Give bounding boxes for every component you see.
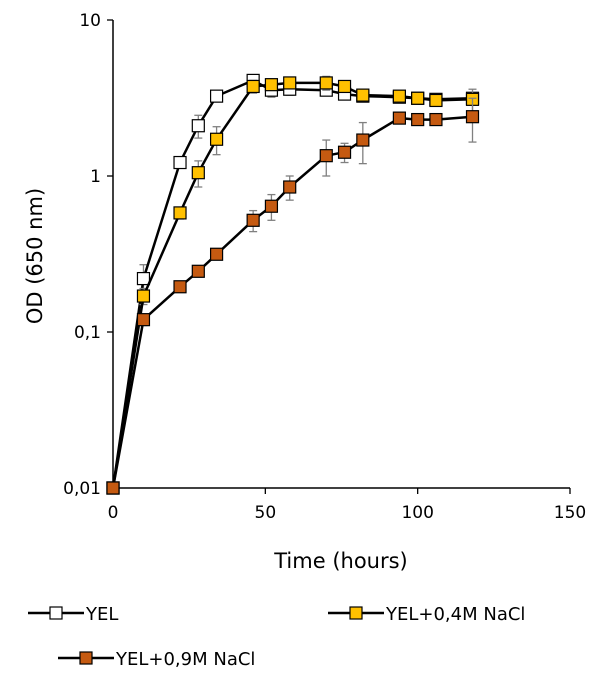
legend-marker [49, 606, 63, 620]
series-line [111, 115, 473, 489]
x-tick-label: 100 [401, 503, 433, 523]
data-point [191, 166, 205, 180]
data-point [392, 89, 406, 103]
data-point [136, 271, 151, 286]
data-point [209, 132, 224, 146]
series-yel-0-9m-nacl [106, 97, 480, 495]
data-point [337, 145, 352, 159]
data-point [429, 93, 443, 108]
data-point [191, 264, 205, 278]
x-tick-label: 50 [255, 503, 277, 523]
data-point [319, 149, 333, 163]
legend-label: YEL+0,4M NaCl [385, 604, 525, 625]
series-line [111, 81, 473, 489]
data-point [136, 289, 151, 303]
data-point [337, 79, 352, 94]
data-point [264, 78, 279, 92]
data-point [136, 313, 151, 327]
data-point [106, 481, 120, 495]
y-tick-label: 1 [90, 167, 101, 187]
data-point [209, 247, 224, 261]
legend-item-yel: YEL [28, 604, 118, 625]
series-layer [106, 73, 480, 495]
series-line [111, 79, 473, 489]
data-point [411, 112, 425, 127]
legend-label: YEL [85, 604, 118, 625]
y-tick-label: 0,01 [63, 479, 101, 499]
data-point [173, 280, 187, 294]
data-point [283, 76, 297, 90]
legend-marker [349, 606, 363, 620]
data-point [264, 199, 279, 213]
legend: YEL YEL+0,4M NaCl YEL+0,9M NaCl [28, 604, 525, 670]
data-point [246, 213, 260, 227]
data-point [411, 91, 425, 105]
x-tick-label: 150 [554, 503, 586, 523]
x-axis-title: Time (hours) [273, 549, 408, 573]
legend-item-yel-0-9m-nacl: YEL+0,9M NaCl [58, 649, 255, 670]
y-tick-label: 10 [79, 11, 101, 31]
data-point [283, 180, 297, 194]
data-point [429, 112, 443, 127]
y-tick-label: 0,1 [74, 323, 101, 343]
legend-item-yel-0-4m-nacl: YEL+0,4M NaCl [328, 604, 525, 625]
y-axis-title: OD (650 nm) [23, 188, 47, 324]
data-point [246, 79, 260, 94]
data-point [356, 88, 370, 102]
data-point [465, 110, 480, 124]
series-yel-0-4m-nacl [106, 75, 480, 495]
data-point [173, 206, 187, 220]
data-point [173, 155, 187, 170]
data-point [392, 111, 406, 125]
data-point [191, 119, 205, 133]
data-point [209, 89, 224, 103]
legend-label: YEL+0,9M NaCl [115, 649, 255, 670]
data-point [319, 76, 333, 90]
series-yel [106, 73, 480, 495]
x-tick-label: 0 [108, 503, 119, 523]
legend-marker [79, 651, 93, 665]
data-point [356, 133, 370, 147]
